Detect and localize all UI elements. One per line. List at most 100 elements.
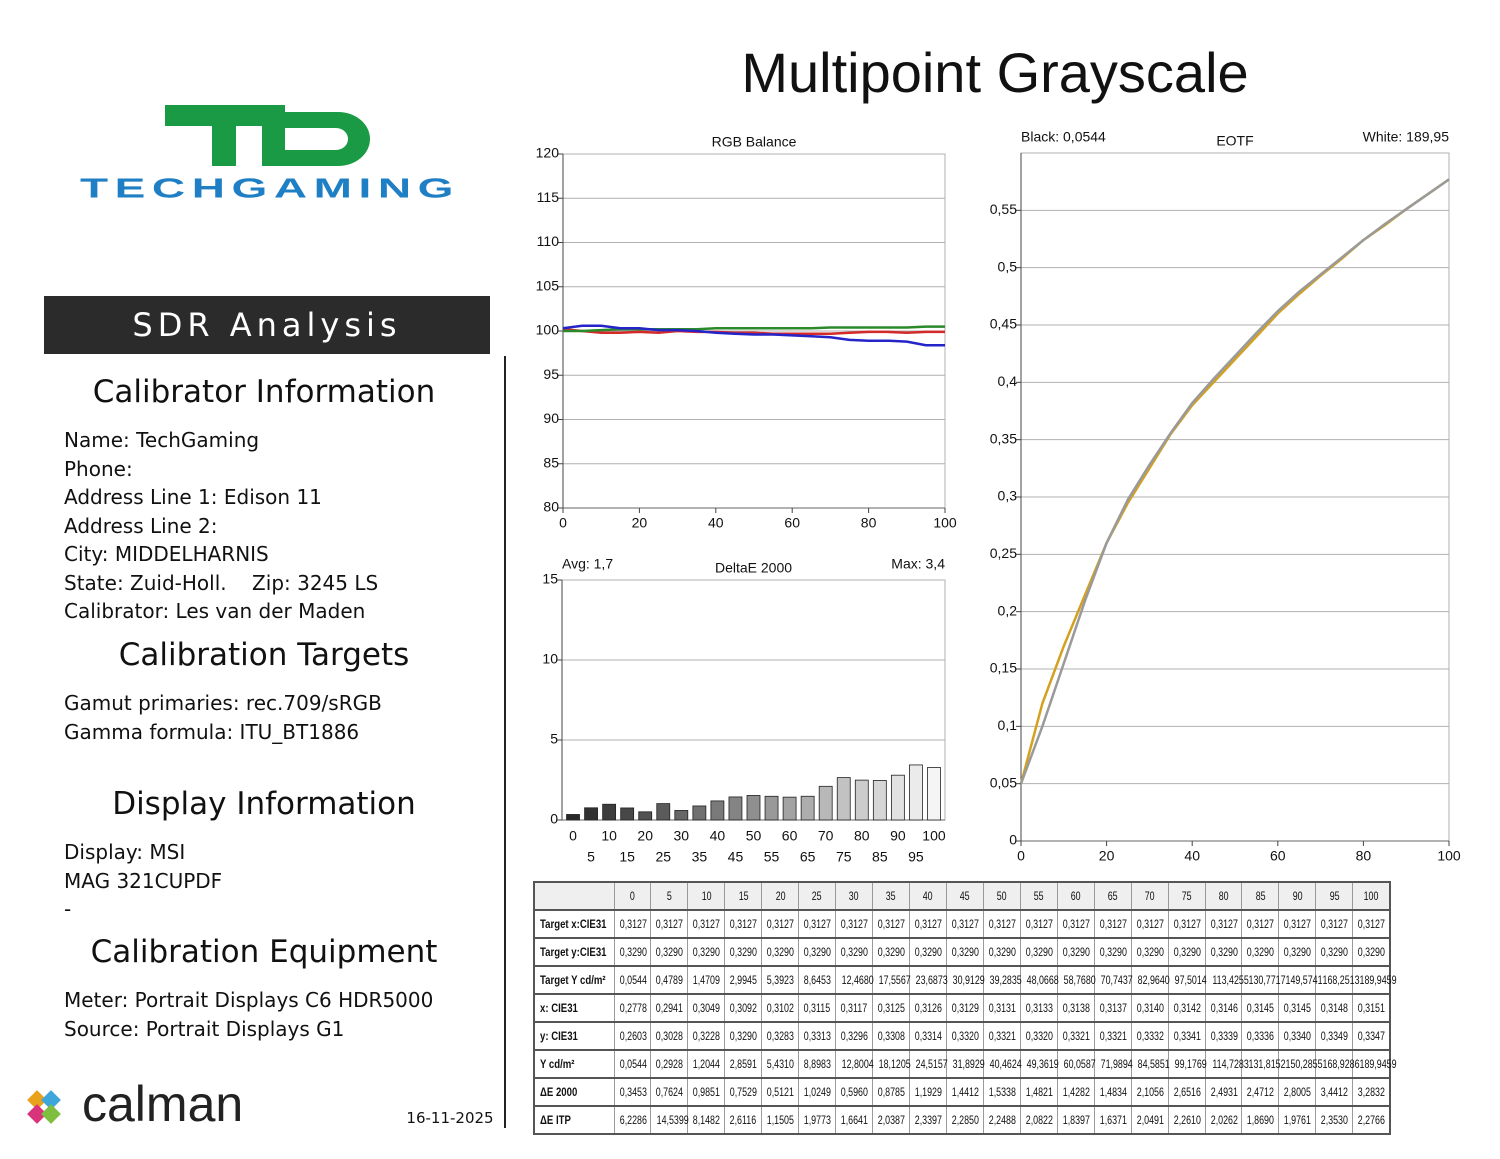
table-cell: 2,6516 [1167,1077,1206,1107]
cell-text: 1,4834 [1099,1085,1127,1099]
y-tick-label: 0,3 [998,488,1018,504]
bar [836,777,851,821]
column-label: 5 [666,889,672,903]
row-label: Target x:CIE31 [533,909,615,939]
table-cell: 0,3127 [872,909,910,939]
column-label: 10 [701,889,712,903]
cell-text: 150,2855 [1285,1057,1323,1071]
cell-text: 1,8397 [1062,1113,1090,1127]
cell-text: 23,6873 [915,973,948,987]
cell-text: 0,3127 [840,917,869,931]
y-tick-label: 95 [543,366,559,382]
table-cell: 40,4624 [982,1049,1022,1079]
cell-text: 0,3102 [767,1001,795,1015]
table-cell: 0,3049 [687,993,726,1023]
cell-text: 1,1929 [914,1085,942,1099]
bar [909,764,923,821]
table-cell: 23,6873 [909,965,948,995]
table-cell: 24,5157 [909,1049,948,1079]
series-line [1019,178,1450,785]
y-tick-label: 0,45 [990,316,1017,332]
x-tick-label: 5 [587,849,595,865]
x-tick-label: 65 [800,849,816,865]
table-cell: 0,3127 [650,909,689,939]
cell-text: 3,4412 [1321,1085,1349,1099]
bar [584,807,598,821]
cell-text: 1,9761 [1284,1113,1312,1127]
cell-text: 49,3619 [1026,1057,1059,1071]
cell-text: 0,3127 [693,917,721,931]
table-cell: 48,0668 [1019,965,1059,995]
x-tick-label: 20 [632,515,648,531]
cell-text: 168,2513 [1322,973,1360,987]
table-cell: 0,3320 [1019,1021,1058,1051]
table-cell: 0,2941 [650,993,689,1023]
table-cell: 0,3145 [1278,993,1317,1023]
table-cell: 2,9945 [724,965,763,995]
cell-text: 60,0587 [1063,1057,1096,1071]
x-tick-label: 10 [601,828,617,844]
table-cell: 0,3127 [1278,909,1317,939]
cell-text: 2,0387 [877,1113,905,1127]
cell-text: 0,2778 [619,1001,647,1015]
cell-text: 0,3142 [1173,1001,1201,1015]
cell-text: 0,3049 [693,1001,721,1015]
bar [638,811,653,821]
cell-text: 8,8983 [803,1057,832,1071]
table-cell: 0,3290 [1056,937,1095,967]
table-cell: 0,3140 [1130,993,1169,1023]
divider [504,356,506,1128]
table-cell: 2,2766 [1352,1105,1391,1135]
column-header: 80 [1204,881,1243,911]
table-row: Target Y cd/m² 0,0544 0,4789 1,4709 2,9945 5,… [533,965,1397,995]
cell-text: 0,3115 [803,1001,831,1015]
table-cell: 2,3530 [1315,1105,1354,1135]
cell-text: 0,5121 [767,1085,795,1099]
x-tick-label: 90 [890,828,906,844]
column-header: 60 [1056,881,1095,911]
table-cell: 1,8690 [1241,1105,1280,1135]
table-cell: 0,3127 [909,909,947,939]
cell-text: 0,3290 [767,945,795,959]
chart-annotation: Max: 3,4 [891,556,945,572]
x-tick-label: 70 [818,828,834,844]
cell-text: 149,5741 [1285,973,1323,987]
cell-text: 0,3290 [877,945,905,959]
table-cell: 0,3290 [872,937,910,967]
cell-text: 0,3127 [988,917,1016,931]
logo-glyph [262,112,370,166]
table-cell: 84,5851 [1130,1049,1169,1079]
cell-text: 0,3290 [914,945,942,959]
cell-text: 0,3296 [840,1029,869,1043]
column-header: 85 [1241,881,1280,911]
column-label: 50 [996,889,1007,903]
column-header: 35 [872,881,910,911]
table-cell: 0,8785 [872,1077,910,1107]
cell-text: 0,3290 [730,945,758,959]
y-tick-label: 0 [550,811,558,827]
banner: SDR Analysis [44,296,490,354]
bar [800,795,815,821]
cell-text: 0,3290 [1321,945,1349,959]
cell-text: 1,6371 [1099,1113,1127,1127]
bar [656,803,671,821]
cell-text: 0,3347 [1358,1029,1386,1043]
x-tick-label: 95 [908,849,924,865]
cell-text: 1,4412 [951,1085,979,1099]
x-tick-label: 40 [710,828,726,844]
cell-text: 2,2766 [1358,1113,1386,1127]
cell-text: 0,3145 [1284,1001,1312,1015]
table-cell: 189,9459 [1352,965,1397,995]
x-tick-label: 100 [922,828,946,844]
cell-text: 5,3923 [767,973,795,987]
column-header: 55 [1019,881,1058,911]
x-tick-label: 60 [784,515,800,531]
table-cell: 0,3321 [1056,1021,1095,1051]
column-label: 30 [849,889,860,903]
y-tick-label: 0,5 [998,258,1018,274]
table-cell: 14,5399 [650,1105,689,1135]
table-cell: 0,3290 [1241,937,1280,967]
cell-text: 2,0822 [1025,1113,1053,1127]
cell-text: 0,4789 [656,973,684,987]
